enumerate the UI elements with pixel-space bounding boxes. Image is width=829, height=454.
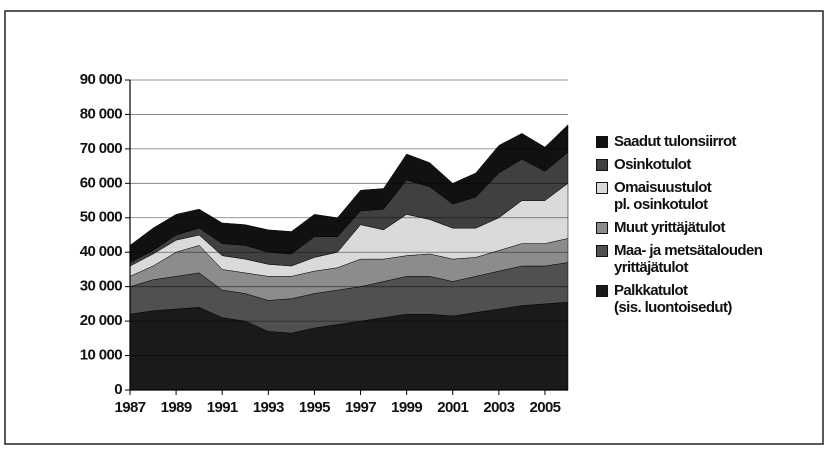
legend-label: Palkkatulot (sis. luontoisedut)	[614, 282, 732, 316]
x-tick-label: 2001	[437, 399, 468, 416]
x-tick-label: 1999	[391, 399, 422, 416]
frame	[4, 10, 824, 445]
legend: Saadut tulonsiirrot Osinkotulot Omaisuustu…	[596, 133, 821, 322]
legend-item: Muut yrittäjätulot	[596, 219, 821, 236]
legend-item: Osinkotulot	[596, 156, 821, 173]
x-tick-label: 1991	[207, 399, 238, 416]
legend-swatch	[596, 222, 608, 234]
legend-swatch	[596, 182, 608, 194]
legend-item: Palkkatulot (sis. luontoisedut)	[596, 282, 821, 316]
y-tick-label: 50 000	[80, 209, 123, 226]
legend-label: Osinkotulot	[614, 156, 691, 173]
legend-swatch	[596, 285, 608, 297]
x-tick-label: 1989	[161, 399, 192, 416]
legend-swatch	[596, 136, 608, 148]
y-tick-label: 20 000	[80, 312, 123, 329]
x-tick-label: 1993	[253, 399, 284, 416]
y-tick-label: 30 000	[80, 278, 123, 295]
x-tick-label: 1987	[115, 399, 146, 416]
x-tick-label: 1995	[299, 399, 330, 416]
x-tick-label: 2003	[483, 399, 514, 416]
y-tick-label: 90 000	[80, 71, 123, 88]
legend-label: Saadut tulonsiirrot	[614, 133, 737, 150]
x-tick-label: 2005	[529, 399, 560, 416]
y-tick-label: 70 000	[80, 140, 123, 157]
legend-swatch	[596, 159, 608, 171]
legend-item: Omaisuustulot pl. osinkotulot	[596, 179, 821, 213]
y-tick-label: 0	[114, 381, 122, 398]
legend-item: Maa- ja metsätalouden yrittäjätulot	[596, 242, 821, 276]
y-tick-label: 80 000	[80, 105, 123, 122]
legend-label: Maa- ja metsätalouden yrittäjätulot	[614, 242, 763, 276]
area	[129, 124, 569, 263]
legend-item: Saadut tulonsiirrot	[596, 133, 821, 150]
legend-label: Omaisuustulot pl. osinkotulot	[614, 179, 712, 213]
legend-swatch	[596, 245, 608, 257]
x-tick-label: 1997	[345, 399, 376, 416]
y-tick-label: 10 000	[80, 347, 123, 364]
y-tick-label: 40 000	[80, 243, 123, 260]
y-tick-label: 60 000	[80, 174, 123, 191]
legend-label: Muut yrittäjätulot	[614, 219, 725, 236]
